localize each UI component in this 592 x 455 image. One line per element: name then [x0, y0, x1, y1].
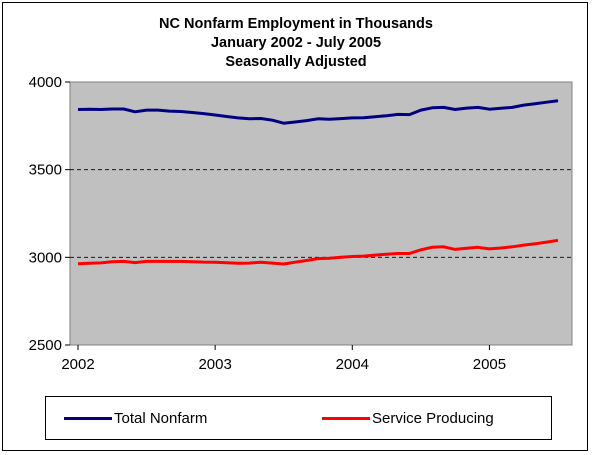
x-tick-label-2004: 2004: [336, 356, 369, 373]
y-tick-label-4000: 4000: [29, 74, 62, 91]
x-tick-label-2003: 2003: [198, 356, 231, 373]
series-line-total-nonfarm: [77, 99, 559, 125]
x-tick-label-2005: 2005: [473, 356, 506, 373]
y-tick-label-3000: 3000: [29, 249, 62, 266]
legend-swatch-service-producing: [322, 416, 370, 420]
legend: Total Nonfarm Service Producing: [45, 396, 552, 440]
x-axis-ticks: 2002 2003 2004 2005: [61, 345, 506, 373]
series-lines: [77, 99, 559, 266]
plot-area: [69, 81, 573, 346]
x-tick-label-2002: 2002: [61, 356, 94, 373]
legend-item-service-producing: Service Producing: [322, 397, 494, 439]
series-line-service-producing: [77, 238, 559, 266]
y-axis-ticks: 4000 3500 3000 2500: [29, 74, 70, 354]
legend-item-total-nonfarm: Total Nonfarm: [64, 397, 207, 439]
y-tick-label-2500: 2500: [29, 337, 62, 354]
chart-title-line-1: NC Nonfarm Employment in Thousands: [159, 16, 433, 32]
legend-swatch-total-nonfarm: [64, 416, 112, 420]
legend-label-total-nonfarm: Total Nonfarm: [114, 409, 208, 427]
legend-label-service-producing: Service Producing: [372, 409, 494, 427]
chart-title-line-2: January 2002 - July 2005: [210, 35, 382, 51]
chart-title-line-3: Seasonally Adjusted: [225, 54, 367, 70]
y-tick-label-3500: 3500: [29, 162, 62, 179]
